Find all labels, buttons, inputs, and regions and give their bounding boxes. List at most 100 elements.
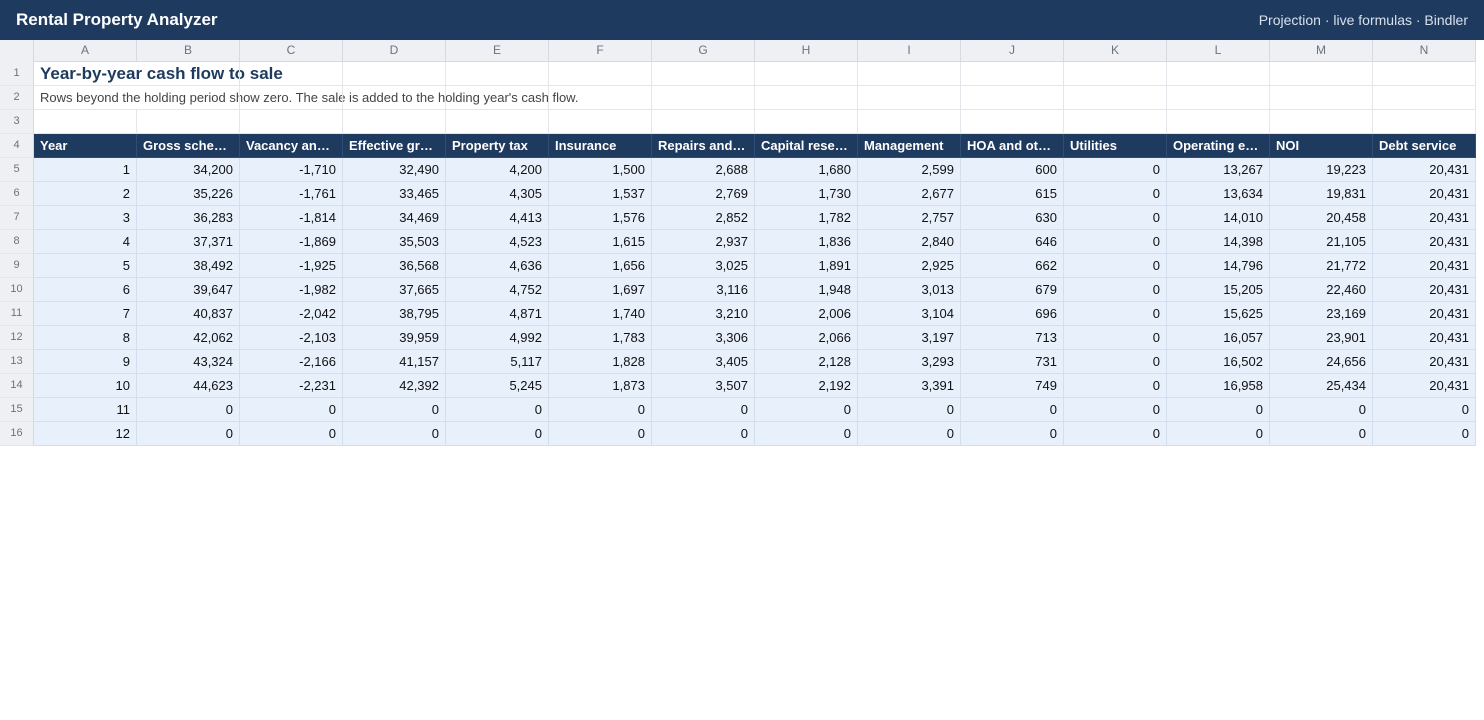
cell[interactable] (446, 86, 549, 110)
table-cell[interactable]: 32,490 (343, 158, 446, 182)
table-cell[interactable]: 20,431 (1373, 182, 1476, 206)
table-cell[interactable]: 20,458 (1270, 206, 1373, 230)
table-cell[interactable]: 0 (1373, 422, 1476, 446)
column-header[interactable]: I (858, 40, 961, 62)
table-cell[interactable]: 4,200 (446, 158, 549, 182)
table-cell[interactable]: -1,982 (240, 278, 343, 302)
table-cell[interactable]: 2,128 (755, 350, 858, 374)
cell[interactable] (34, 110, 137, 134)
table-cell[interactable]: 5,117 (446, 350, 549, 374)
table-cell[interactable]: 2,757 (858, 206, 961, 230)
table-cell[interactable]: 731 (961, 350, 1064, 374)
table-cell[interactable]: 0 (858, 398, 961, 422)
row-number[interactable]: 7 (0, 206, 34, 230)
table-cell[interactable]: 2,937 (652, 230, 755, 254)
table-cell[interactable]: 600 (961, 158, 1064, 182)
table-cell[interactable]: 21,772 (1270, 254, 1373, 278)
table-cell[interactable]: 1,500 (549, 158, 652, 182)
row-number[interactable]: 4 (0, 134, 34, 158)
table-cell[interactable]: 14,796 (1167, 254, 1270, 278)
table-header-cell[interactable]: Property tax (446, 134, 549, 158)
table-cell[interactable]: 0 (1064, 158, 1167, 182)
table-cell[interactable]: 0 (1270, 422, 1373, 446)
table-cell[interactable]: 35,226 (137, 182, 240, 206)
cell[interactable] (652, 110, 755, 134)
column-header[interactable]: G (652, 40, 755, 62)
table-cell[interactable]: 19,223 (1270, 158, 1373, 182)
table-cell[interactable]: 0 (1167, 422, 1270, 446)
table-cell[interactable]: 0 (1064, 230, 1167, 254)
table-cell[interactable]: 0 (1064, 350, 1167, 374)
table-cell[interactable]: 4,523 (446, 230, 549, 254)
cell[interactable] (240, 86, 343, 110)
table-cell[interactable]: 20,431 (1373, 230, 1476, 254)
row-number[interactable]: 16 (0, 422, 34, 446)
table-cell[interactable]: 2,688 (652, 158, 755, 182)
table-cell[interactable]: 44,623 (137, 374, 240, 398)
table-cell[interactable]: 0 (858, 422, 961, 446)
table-cell[interactable]: 23,169 (1270, 302, 1373, 326)
table-cell[interactable]: 0 (1167, 398, 1270, 422)
column-header[interactable]: B (137, 40, 240, 62)
table-cell[interactable]: 630 (961, 206, 1064, 230)
table-cell[interactable]: 13,267 (1167, 158, 1270, 182)
column-header[interactable]: H (755, 40, 858, 62)
table-cell[interactable]: 41,157 (343, 350, 446, 374)
table-cell[interactable]: 25,434 (1270, 374, 1373, 398)
table-cell[interactable]: 11 (34, 398, 137, 422)
table-cell[interactable]: 4,413 (446, 206, 549, 230)
table-cell[interactable]: 3,104 (858, 302, 961, 326)
cell[interactable] (1064, 86, 1167, 110)
table-cell[interactable]: 3,197 (858, 326, 961, 350)
cell[interactable] (858, 110, 961, 134)
cell[interactable] (755, 62, 858, 86)
table-cell[interactable]: 14,398 (1167, 230, 1270, 254)
table-cell[interactable]: 4,636 (446, 254, 549, 278)
row-number[interactable]: 11 (0, 302, 34, 326)
table-cell[interactable]: 3,025 (652, 254, 755, 278)
table-cell[interactable]: 39,647 (137, 278, 240, 302)
table-header-cell[interactable]: Gross sched… (137, 134, 240, 158)
table-header-cell[interactable]: HOA and other (961, 134, 1064, 158)
table-cell[interactable]: -1,710 (240, 158, 343, 182)
table-cell[interactable]: 0 (446, 398, 549, 422)
table-cell[interactable]: 0 (240, 398, 343, 422)
table-cell[interactable]: 2 (34, 182, 137, 206)
table-cell[interactable]: 3,306 (652, 326, 755, 350)
table-cell[interactable]: 2,677 (858, 182, 961, 206)
table-cell[interactable]: 9 (34, 350, 137, 374)
table-cell[interactable]: -2,103 (240, 326, 343, 350)
table-cell[interactable]: 0 (446, 422, 549, 446)
cell[interactable] (1270, 86, 1373, 110)
table-cell[interactable]: 0 (1064, 254, 1167, 278)
table-header-cell[interactable]: Effective gro… (343, 134, 446, 158)
cell[interactable] (858, 86, 961, 110)
table-cell[interactable]: -2,042 (240, 302, 343, 326)
sheet-title[interactable]: Year-by-year cash flow to sale (34, 62, 283, 86)
row-number[interactable]: 8 (0, 230, 34, 254)
table-cell[interactable]: 0 (755, 422, 858, 446)
cell[interactable] (343, 86, 446, 110)
table-cell[interactable]: 42,392 (343, 374, 446, 398)
table-cell[interactable]: 2,769 (652, 182, 755, 206)
table-cell[interactable]: 679 (961, 278, 1064, 302)
table-cell[interactable]: 2,840 (858, 230, 961, 254)
table-cell[interactable]: 3,116 (652, 278, 755, 302)
table-cell[interactable]: 12 (34, 422, 137, 446)
table-cell[interactable]: 1,576 (549, 206, 652, 230)
cell[interactable] (137, 62, 240, 86)
table-cell[interactable]: 23,901 (1270, 326, 1373, 350)
table-header-cell[interactable]: NOI (1270, 134, 1373, 158)
table-cell[interactable]: 34,200 (137, 158, 240, 182)
table-cell[interactable]: 36,568 (343, 254, 446, 278)
table-cell[interactable]: 0 (1064, 326, 1167, 350)
table-cell[interactable]: 42,062 (137, 326, 240, 350)
row-number[interactable]: 3 (0, 110, 34, 134)
table-cell[interactable]: 1,537 (549, 182, 652, 206)
table-cell[interactable]: 0 (1064, 278, 1167, 302)
cell[interactable] (858, 62, 961, 86)
column-header[interactable]: A (34, 40, 137, 62)
table-cell[interactable]: 20,431 (1373, 206, 1476, 230)
table-cell[interactable]: 37,371 (137, 230, 240, 254)
cell[interactable] (137, 86, 240, 110)
